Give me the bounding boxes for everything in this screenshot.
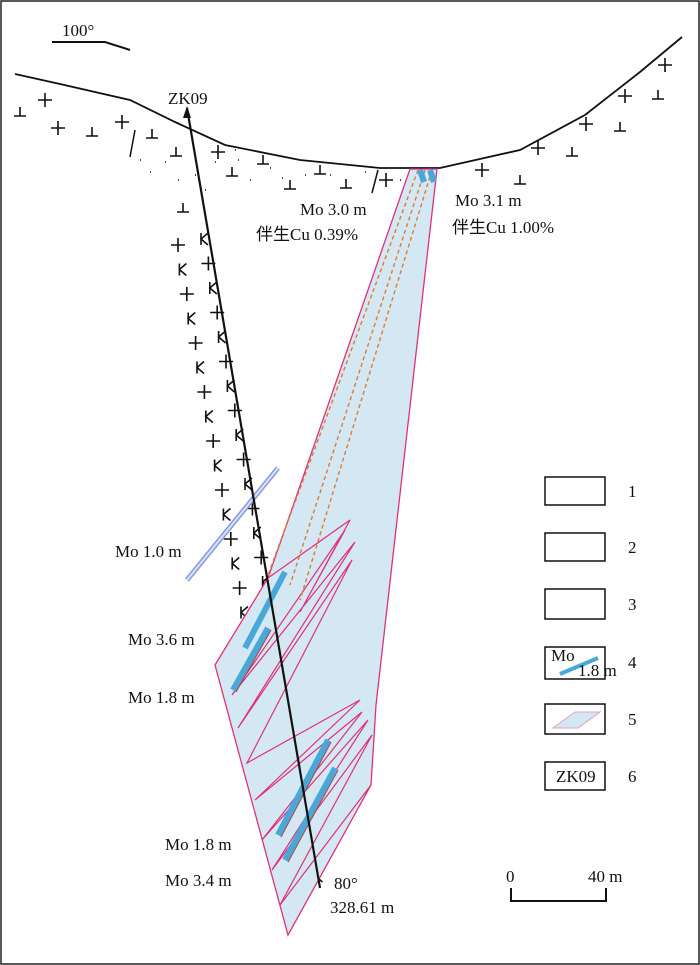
rock-symbol (179, 287, 194, 301)
rock-symbol (195, 360, 205, 375)
rock-symbol (314, 165, 326, 175)
rock-symbol (618, 89, 632, 103)
rock-symbol (379, 173, 393, 187)
annotation: Mo 3.4 m (165, 871, 232, 890)
drill-hole (185, 107, 322, 889)
rock-symbol (222, 507, 231, 522)
rock-symbol (146, 129, 158, 139)
legend-ore (551, 711, 602, 729)
rock-symbol (171, 238, 185, 252)
legend-number: 1 (628, 482, 637, 501)
drill-hole-label: ZK09 (168, 89, 208, 108)
rock-symbol (254, 550, 269, 565)
rock-symbol (614, 122, 626, 132)
scale-bar (510, 888, 607, 902)
mo-bar-edges (235, 629, 339, 863)
rock-symbol (51, 121, 65, 135)
rock-symbol (204, 409, 214, 424)
rock-symbol (284, 180, 296, 190)
rock-symbol (211, 145, 225, 159)
legend-boxes (544, 476, 606, 791)
legend-number: 2 (628, 538, 637, 557)
rock-symbol (257, 155, 269, 165)
terrain (14, 36, 683, 169)
rock-symbol (230, 556, 240, 571)
annotation: Mo 1.8 m (128, 688, 195, 707)
annotation: 伴生Cu 0.39% (256, 225, 358, 244)
rock-symbol (234, 428, 244, 442)
fault (129, 129, 379, 194)
legend-sample-thickness: 1.8 m (578, 661, 617, 680)
legend-number: 5 (628, 710, 637, 729)
annotation: Mo 1.8 m (165, 835, 232, 854)
rock-symbol (232, 581, 247, 595)
legend-mo-bar (559, 656, 599, 676)
rock-symbol (170, 147, 182, 157)
rock-symbol (340, 179, 352, 189)
rock-symbol (475, 163, 489, 177)
legend-number: 4 (628, 653, 637, 672)
rock-symbol (226, 167, 238, 177)
rock-symbol (236, 452, 251, 467)
rock-symbol (208, 281, 218, 295)
rock-symbol (199, 232, 209, 246)
annotation: Mo 1.0 m (115, 542, 182, 561)
scale-start: 0 (506, 867, 515, 886)
legend-number: 3 (628, 595, 637, 614)
mo-vein-core (186, 467, 279, 581)
rock-symbol (579, 117, 593, 131)
scale-end: 40 m (588, 867, 622, 886)
depth: 328.61 m (330, 898, 394, 917)
ore-body (214, 168, 438, 937)
rock-symbol (186, 311, 196, 326)
rock-symbol (531, 141, 545, 155)
azimuth: 100° (62, 21, 94, 40)
rock-symbol (86, 127, 98, 137)
dip: 80° (334, 874, 358, 893)
rock-symbol (223, 532, 238, 546)
rock-symbol (177, 203, 189, 213)
rock-symbol (215, 483, 229, 497)
azimuth-arrow (52, 41, 131, 51)
rock-symbol (115, 115, 129, 129)
rock-symbol (188, 336, 203, 350)
rock-symbol (178, 262, 187, 277)
rock-symbol (206, 434, 221, 448)
rock-symbol (38, 93, 52, 107)
annotation: Mo 3.1 m (455, 191, 522, 210)
rock-symbol (566, 147, 578, 157)
legend-sample-mo: Mo (551, 646, 575, 665)
rock-symbol (217, 330, 227, 344)
ore-veins (267, 169, 433, 601)
legend-number: 6 (628, 767, 637, 786)
rock-symbol (226, 379, 235, 393)
rock-symbol (197, 385, 212, 399)
rock-symbol (213, 458, 223, 473)
drill-arrow (183, 106, 191, 118)
legend-sample-hole: ZK09 (556, 767, 596, 786)
rock-symbol (658, 58, 672, 72)
rock-symbol (514, 175, 526, 185)
annotation: Mo 3.0 m (300, 200, 367, 219)
rock-symbol (652, 90, 664, 100)
rock-symbol (14, 107, 26, 117)
annotation: Mo 3.6 m (128, 630, 195, 649)
annotation: 伴生Cu 1.00% (452, 218, 554, 237)
